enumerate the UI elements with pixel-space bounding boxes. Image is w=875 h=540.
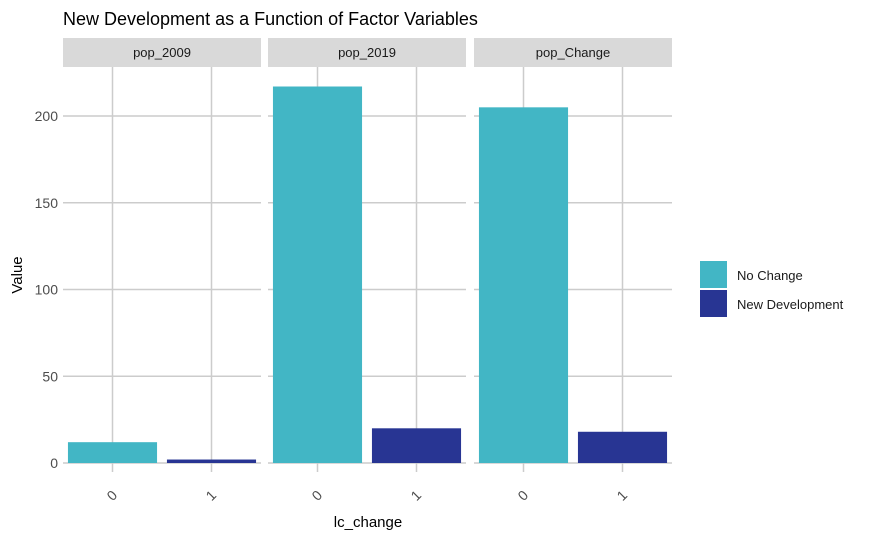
legend-label: New Development	[737, 297, 844, 312]
facet-strip	[268, 38, 466, 67]
y-tick-label: 150	[35, 195, 59, 211]
x-tick-label: 1	[202, 487, 219, 504]
legend-key-1	[700, 290, 727, 317]
bar-pop_2019-1	[371, 428, 462, 463]
bar-pop_2019-0	[272, 86, 363, 463]
panels: pop_2009 0 1 pop_2019 0 1 pop_Change 0 1	[63, 38, 672, 504]
bar-pop_2009-1	[166, 459, 257, 463]
facet-strip-label: pop_2019	[338, 45, 396, 60]
facet-panel-pop_Change: pop_Change 0 1	[474, 38, 672, 504]
chart-title: New Development as a Function of Factor …	[63, 9, 478, 29]
facet-strip-label: pop_2009	[133, 45, 191, 60]
bar-pop_2009-0	[67, 442, 158, 463]
facet-strip	[474, 38, 672, 67]
bar-pop_Change-1	[577, 431, 668, 463]
bar-pop_Change-0	[478, 107, 569, 463]
legend-key-0	[700, 261, 727, 288]
y-tick-label: 100	[35, 282, 59, 298]
facet-panel-pop_2019: pop_2019 0 1	[268, 38, 466, 504]
y-tick-label: 50	[42, 368, 58, 384]
x-tick-label: 0	[514, 487, 531, 504]
facet-panel-pop_2009: pop_2009 0 1	[63, 38, 261, 504]
x-tick-label: 0	[103, 487, 120, 504]
legend: No Change New Development	[700, 261, 844, 317]
facet-strip-label: pop_Change	[536, 45, 610, 60]
legend-label: No Change	[737, 268, 803, 283]
y-axis: 0 50 100 150 200	[35, 108, 59, 471]
y-tick-label: 0	[50, 455, 58, 471]
x-tick-label: 1	[613, 487, 630, 504]
facet-strip	[63, 38, 261, 67]
x-axis-title: lc_change	[334, 514, 402, 531]
y-tick-label: 200	[35, 108, 59, 124]
x-tick-label: 0	[308, 487, 325, 504]
x-tick-label: 1	[407, 487, 424, 504]
y-axis-title: Value	[9, 256, 26, 293]
